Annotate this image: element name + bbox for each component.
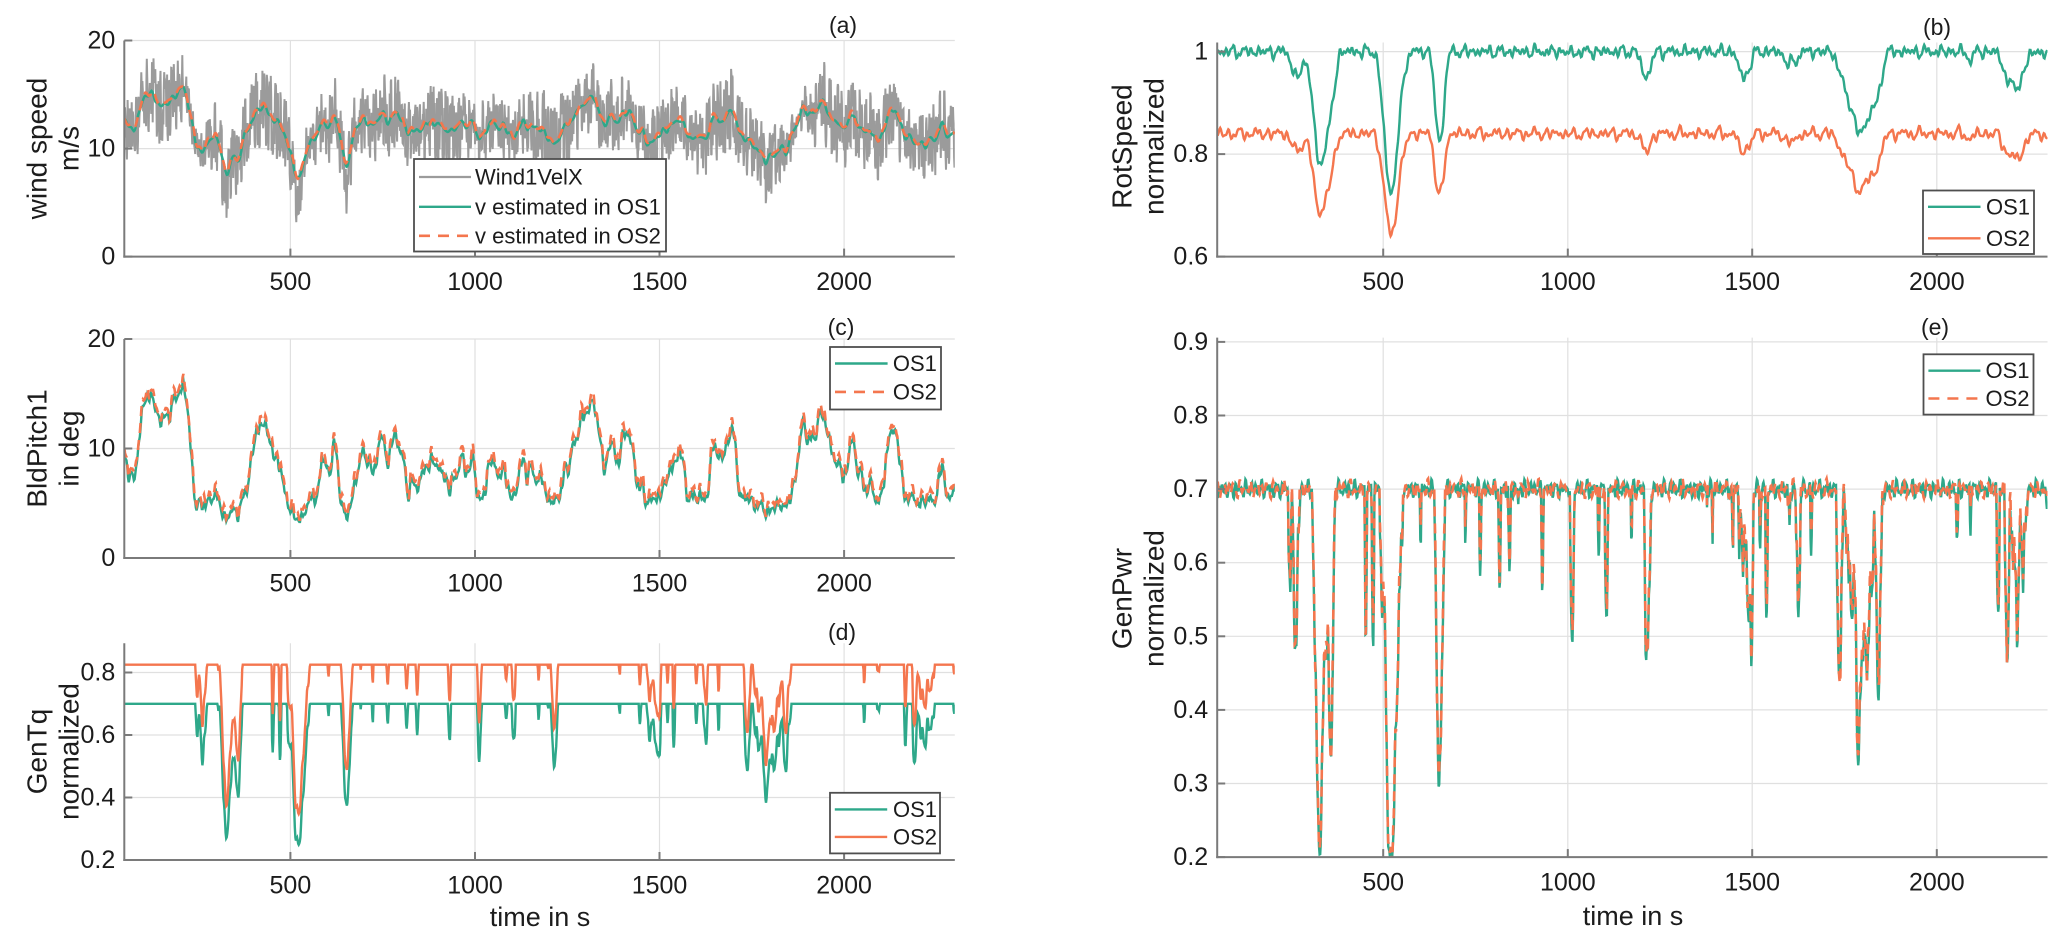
svg-text:500: 500 (270, 268, 312, 296)
svg-text:time in s: time in s (490, 902, 591, 932)
svg-text:500: 500 (1362, 268, 1404, 296)
svg-text:0.3: 0.3 (1173, 770, 1208, 798)
svg-text:(b): (b) (1923, 14, 1951, 40)
svg-text:OS2: OS2 (893, 824, 937, 849)
svg-text:0.5: 0.5 (1173, 622, 1208, 650)
svg-text:1: 1 (1194, 38, 1208, 66)
svg-text:normalized: normalized (1139, 530, 1170, 667)
svg-text:1000: 1000 (447, 570, 503, 598)
svg-text:10: 10 (87, 135, 115, 163)
svg-text:0.8: 0.8 (1173, 140, 1208, 168)
svg-text:0: 0 (101, 243, 115, 271)
svg-text:Wind1VelX: Wind1VelX (475, 165, 583, 190)
svg-text:0.6: 0.6 (81, 721, 116, 749)
svg-text:1000: 1000 (447, 872, 503, 900)
svg-text:GenPwr: GenPwr (1107, 548, 1138, 649)
svg-text:20: 20 (87, 325, 115, 353)
svg-text:BldPitch1: BldPitch1 (22, 389, 53, 507)
svg-text:OS1: OS1 (1986, 194, 2030, 219)
svg-text:0.8: 0.8 (81, 659, 116, 687)
svg-text:2000: 2000 (1909, 869, 1965, 897)
svg-text:0.8: 0.8 (1173, 402, 1208, 430)
svg-text:(a): (a) (829, 12, 857, 38)
svg-text:0.7: 0.7 (1173, 475, 1208, 503)
svg-text:OS2: OS2 (1986, 226, 2030, 251)
svg-text:0.9: 0.9 (1173, 328, 1208, 356)
svg-text:1500: 1500 (632, 570, 688, 598)
svg-text:normalized: normalized (54, 683, 85, 820)
svg-text:wind speed: wind speed (22, 78, 53, 221)
svg-text:1500: 1500 (632, 268, 688, 296)
svg-text:20: 20 (87, 27, 115, 55)
svg-text:500: 500 (1362, 869, 1404, 897)
svg-text:m/s: m/s (54, 126, 85, 171)
svg-text:0.6: 0.6 (1173, 549, 1208, 577)
svg-text:(d): (d) (828, 619, 856, 645)
svg-text:OS1: OS1 (893, 351, 937, 376)
svg-text:0.2: 0.2 (1173, 843, 1208, 871)
svg-text:2000: 2000 (1909, 268, 1965, 296)
svg-text:normalized: normalized (1139, 78, 1170, 215)
svg-text:0: 0 (101, 544, 115, 572)
svg-text:0.4: 0.4 (81, 784, 116, 812)
svg-text:1500: 1500 (1724, 268, 1780, 296)
svg-text:v estimated in OS2: v estimated in OS2 (475, 223, 661, 248)
svg-text:1000: 1000 (447, 268, 503, 296)
svg-text:0.2: 0.2 (81, 846, 116, 874)
svg-text:0.4: 0.4 (1173, 696, 1208, 724)
svg-text:500: 500 (270, 570, 312, 598)
svg-text:0.6: 0.6 (1173, 243, 1208, 271)
svg-text:v estimated in OS1: v estimated in OS1 (475, 194, 661, 219)
svg-text:10: 10 (87, 435, 115, 463)
svg-text:1500: 1500 (1724, 869, 1780, 897)
svg-text:(e): (e) (1921, 314, 1949, 340)
svg-text:OS1: OS1 (893, 797, 937, 822)
svg-text:OS1: OS1 (1986, 358, 2030, 383)
svg-text:2000: 2000 (816, 570, 872, 598)
svg-text:OS2: OS2 (893, 379, 937, 404)
svg-text:in deg: in deg (54, 410, 85, 486)
svg-text:1000: 1000 (1540, 869, 1596, 897)
svg-text:1500: 1500 (632, 872, 688, 900)
svg-text:OS2: OS2 (1986, 386, 2030, 411)
svg-text:2000: 2000 (816, 872, 872, 900)
svg-text:1000: 1000 (1540, 268, 1596, 296)
svg-text:RotSpeed: RotSpeed (1107, 84, 1138, 209)
svg-text:time in s: time in s (1583, 901, 1684, 931)
svg-text:2000: 2000 (816, 268, 872, 296)
svg-text:GenTq: GenTq (22, 709, 53, 795)
svg-text:(c): (c) (828, 314, 855, 340)
svg-text:500: 500 (270, 872, 312, 900)
